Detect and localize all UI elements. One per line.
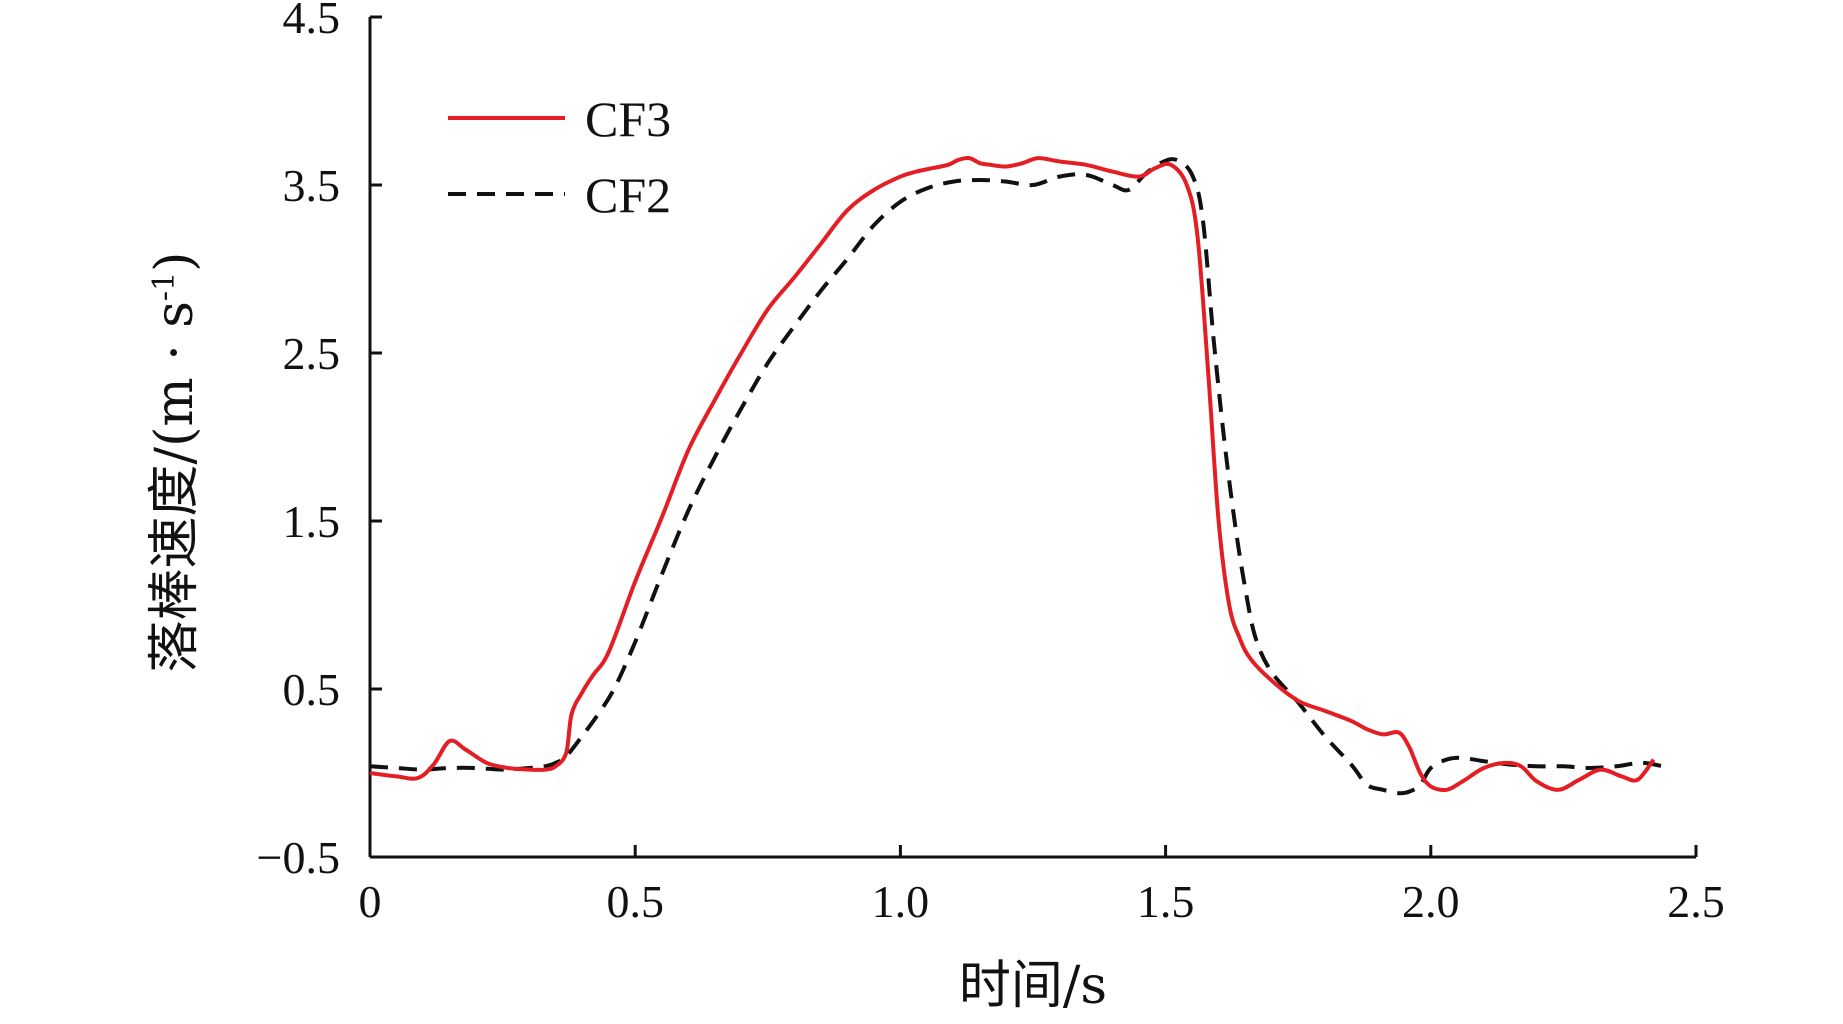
x-tick-label: 1.0 bbox=[872, 876, 930, 927]
y-axis-title-close: ) bbox=[145, 252, 205, 272]
y-axis-title: 落棒速度/(m · s-1) bbox=[145, 252, 205, 673]
x-tick-label: 2.5 bbox=[1667, 876, 1725, 927]
plot-series bbox=[369, 155, 1670, 796]
y-tick-label: −0.5 bbox=[257, 832, 340, 883]
x-tick-label: 2.0 bbox=[1402, 876, 1460, 927]
series-line-cf3 bbox=[369, 155, 1656, 792]
legend-label-cf2: CF2 bbox=[585, 167, 671, 223]
x-tick-label: 1.5 bbox=[1137, 876, 1195, 927]
x-tick-label: 0 bbox=[359, 876, 382, 927]
chart-axes: 0 0.5 1.0 1.5 2.0 2.5 −0.5 0.5 1.5 2.5 3.5 4.5 bbox=[257, 0, 1725, 927]
y-tick-label: 4.5 bbox=[283, 0, 341, 43]
y-tick-label: 1.5 bbox=[283, 496, 341, 547]
x-tick-label: 0.5 bbox=[606, 876, 664, 927]
x-ticks: 0 0.5 1.0 1.5 2.0 2.5 bbox=[359, 845, 1725, 927]
y-axis-title-superscript: -1 bbox=[147, 272, 182, 301]
x-axis-title: 时间/s bbox=[959, 956, 1107, 1016]
y-tick-label: 0.5 bbox=[283, 664, 341, 715]
y-tick-label: 3.5 bbox=[283, 160, 341, 211]
series-line-cf2 bbox=[369, 157, 1670, 796]
y-axis-title-main: 落棒速度/(m · s bbox=[145, 301, 205, 672]
y-tick-label: 2.5 bbox=[283, 328, 341, 379]
y-ticks: −0.5 0.5 1.5 2.5 3.5 4.5 bbox=[257, 0, 382, 883]
legend-label-cf3: CF3 bbox=[585, 91, 671, 147]
